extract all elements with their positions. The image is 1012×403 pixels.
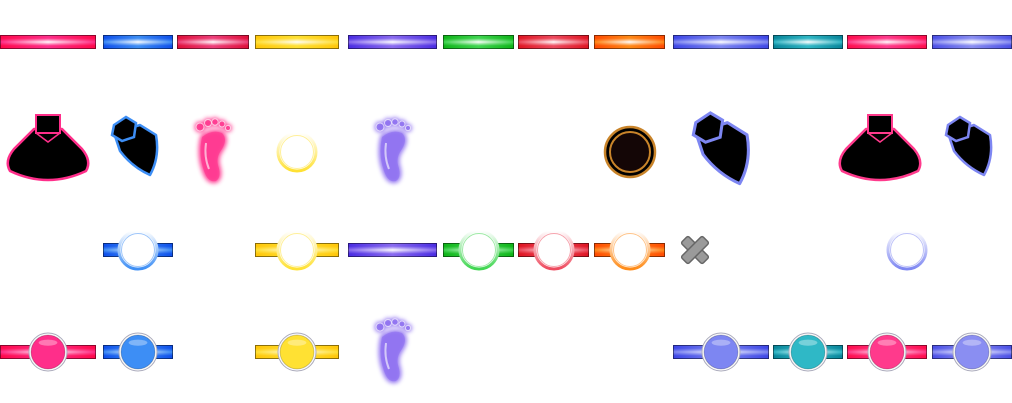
ring-note-icon bbox=[115, 227, 161, 273]
lane-bar-c7 bbox=[518, 35, 589, 49]
hex-pedal-icon bbox=[686, 108, 756, 188]
lane-bar-c3 bbox=[177, 35, 249, 49]
filled-note-icon bbox=[864, 329, 910, 375]
footprint-icon bbox=[368, 315, 418, 389]
lane-bar-c9 bbox=[673, 35, 769, 49]
dark-disc-icon bbox=[602, 124, 658, 180]
filled-note-icon bbox=[25, 329, 71, 375]
ring-note-icon bbox=[274, 227, 320, 273]
fan-pedal-icon bbox=[838, 114, 923, 185]
ring-note-icon bbox=[884, 227, 930, 273]
filled-note-icon bbox=[949, 329, 995, 375]
filled-note-icon bbox=[698, 329, 744, 375]
filled-note-icon bbox=[115, 329, 161, 375]
lane-bar-c10 bbox=[773, 35, 843, 49]
footprint-icon bbox=[368, 115, 418, 189]
lane-bar-c12 bbox=[932, 35, 1012, 49]
fan-pedal-icon bbox=[5, 114, 91, 185]
ring-icon bbox=[274, 129, 320, 175]
hex-pedal-icon bbox=[106, 113, 166, 183]
lane-bar-c8 bbox=[594, 35, 665, 49]
lane-bar-c1 bbox=[0, 35, 96, 49]
filled-note-icon bbox=[785, 329, 831, 375]
ring-lane-bar-c5 bbox=[348, 243, 437, 257]
ring-note-icon bbox=[607, 227, 653, 273]
ring-note-icon bbox=[456, 227, 502, 273]
lane-bar-c5 bbox=[348, 35, 437, 49]
lane-bar-c4 bbox=[255, 35, 339, 49]
ring-note-icon bbox=[531, 227, 577, 273]
lane-bar-c11 bbox=[847, 35, 927, 49]
lane-bar-c2 bbox=[103, 35, 173, 49]
filled-note-icon bbox=[274, 329, 320, 375]
lane-bar-c6 bbox=[443, 35, 514, 49]
close-x-icon bbox=[677, 232, 713, 268]
hex-pedal-icon bbox=[940, 113, 1000, 183]
footprint-icon bbox=[188, 115, 238, 189]
